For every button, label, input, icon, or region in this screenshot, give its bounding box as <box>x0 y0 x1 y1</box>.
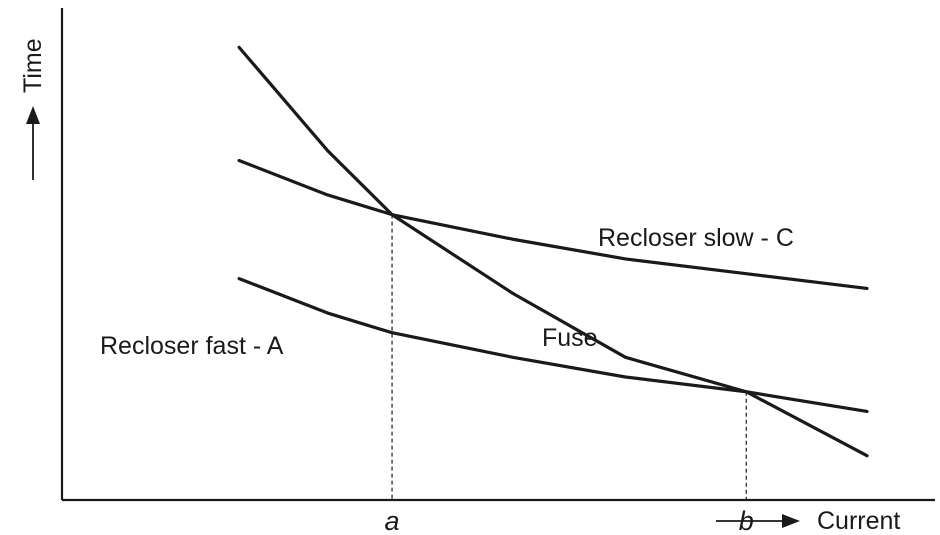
series-label-recloser-fast: Recloser fast - A <box>100 332 284 360</box>
series-label-fuse: Fuse <box>542 324 598 352</box>
x-tick-label-b: b <box>739 506 754 535</box>
series-line-recloser-fast <box>237 277 869 414</box>
curves <box>237 45 869 458</box>
x-tick-label-a: a <box>385 506 400 535</box>
x-axis-label: Current <box>817 507 900 535</box>
guide-lines <box>391 214 747 500</box>
series-line-recloser-slow <box>237 158 869 291</box>
y-axis-arrowhead-icon <box>26 106 40 124</box>
series-label-recloser-slow: Recloser slow - C <box>598 224 794 252</box>
y-axis-label-group: Time <box>19 38 47 180</box>
x-axis-arrowhead-icon <box>782 514 800 528</box>
x-axis-label-group: Current <box>716 507 900 535</box>
y-axis-label: Time <box>19 38 47 93</box>
